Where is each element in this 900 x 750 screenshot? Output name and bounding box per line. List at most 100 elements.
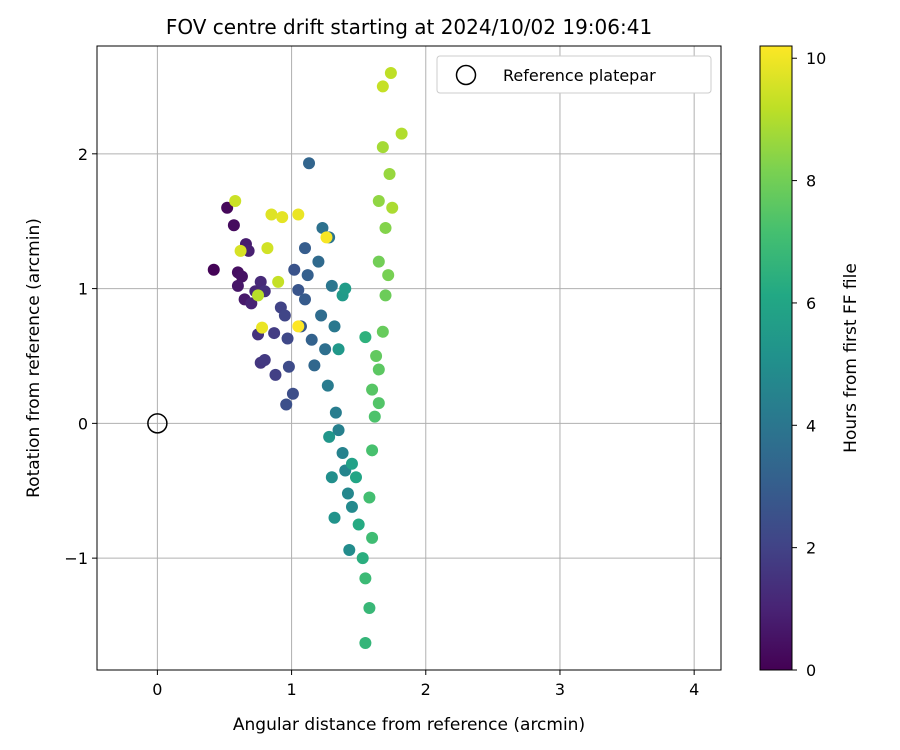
colorbar-tick-label: 8 xyxy=(806,172,816,191)
data-point xyxy=(305,333,318,346)
y-tick-label: 1 xyxy=(78,280,88,299)
data-point xyxy=(227,219,240,232)
plot-frame xyxy=(96,45,722,671)
data-point xyxy=(321,379,334,392)
data-point xyxy=(231,279,244,292)
data-point xyxy=(359,331,372,344)
data-point xyxy=(336,447,349,460)
data-point xyxy=(256,321,269,334)
data-point xyxy=(339,282,352,295)
data-point xyxy=(288,263,301,276)
x-tick-label: 1 xyxy=(286,680,296,699)
colorbar-ticks: 0 2 4 6 8 10 xyxy=(792,49,826,680)
data-point xyxy=(332,424,345,437)
data-point xyxy=(328,511,341,524)
data-point xyxy=(315,309,328,322)
data-point xyxy=(376,141,389,154)
data-point xyxy=(368,410,381,423)
data-point xyxy=(252,289,265,302)
data-point xyxy=(363,602,376,615)
data-point xyxy=(328,320,341,333)
data-point xyxy=(366,531,379,544)
data-point xyxy=(332,343,345,356)
data-point xyxy=(343,544,356,557)
data-point xyxy=(207,263,220,276)
data-point xyxy=(366,383,379,396)
data-point xyxy=(319,343,332,356)
data-point xyxy=(386,201,399,214)
legend-label-reference: Reference platepar xyxy=(503,66,656,85)
data-point xyxy=(382,269,395,282)
data-point xyxy=(235,270,248,283)
data-point xyxy=(379,289,392,302)
colorbar: 0 2 4 6 8 10 Hours from first FF file xyxy=(759,45,861,680)
data-point xyxy=(301,269,314,282)
data-point xyxy=(323,430,336,443)
legend: Reference platepar xyxy=(436,55,712,94)
data-point xyxy=(356,552,369,565)
y-axis-label: Rotation from reference (arcmin) xyxy=(24,218,44,498)
data-point xyxy=(280,398,293,411)
data-point xyxy=(299,242,311,255)
x-axis-label: Angular distance from reference (arcmin) xyxy=(233,715,585,735)
data-point xyxy=(349,471,362,484)
chart-title: FOV centre drift starting at 2024/10/02 … xyxy=(166,15,652,39)
data-point xyxy=(286,387,299,400)
y-tick-label: 2 xyxy=(78,145,88,164)
colorbar-tick-label: 0 xyxy=(806,661,816,680)
colorbar-label: Hours from first FF file xyxy=(841,263,861,453)
x-axis: 0 1 2 3 4 xyxy=(152,670,699,699)
legend-marker-reference xyxy=(455,64,477,86)
data-point xyxy=(379,221,392,234)
colorbar-tick-label: 2 xyxy=(806,539,816,558)
data-point xyxy=(292,208,305,221)
data-point xyxy=(325,279,338,292)
data-point xyxy=(341,487,354,500)
data-point xyxy=(372,363,385,376)
data-point xyxy=(272,275,285,288)
y-tick-label: −1 xyxy=(64,549,88,568)
reference-platepar-marker xyxy=(147,413,168,434)
x-tick-label: 0 xyxy=(152,680,162,699)
data-point xyxy=(395,127,408,140)
y-axis: −1 0 1 2 xyxy=(64,145,97,568)
data-point xyxy=(363,491,376,504)
data-point xyxy=(221,201,234,214)
data-point xyxy=(254,275,267,288)
data-point xyxy=(303,157,316,170)
data-point xyxy=(372,194,385,207)
data-point xyxy=(299,293,311,306)
data-point xyxy=(320,231,333,244)
colorbar-tick-label: 6 xyxy=(806,294,816,313)
data-point xyxy=(316,221,329,234)
data-point xyxy=(325,471,338,484)
data-point xyxy=(345,500,358,513)
data-point xyxy=(359,637,372,650)
data-point xyxy=(376,80,389,93)
x-tick-label: 4 xyxy=(689,680,699,699)
grid xyxy=(97,46,721,670)
data-point xyxy=(359,572,372,585)
legend-box xyxy=(436,55,712,94)
data-point xyxy=(376,325,389,338)
data-point xyxy=(329,406,342,419)
data-point xyxy=(278,309,291,322)
data-point xyxy=(370,349,383,362)
data-point xyxy=(308,359,321,372)
data-point xyxy=(384,66,397,79)
colorbar-tick-label: 10 xyxy=(806,49,826,68)
data-point xyxy=(372,397,385,410)
data-point xyxy=(282,360,295,373)
data-point xyxy=(312,255,325,268)
reference-marker xyxy=(147,413,168,434)
data-point xyxy=(372,255,385,268)
data-point xyxy=(269,368,282,381)
y-tick-label: 0 xyxy=(78,414,88,433)
data-point xyxy=(383,168,396,181)
data-point xyxy=(281,332,294,345)
data-point xyxy=(258,354,271,367)
data-point xyxy=(366,444,379,457)
data-points xyxy=(207,66,408,650)
data-point xyxy=(276,211,289,224)
data-point xyxy=(292,320,305,333)
